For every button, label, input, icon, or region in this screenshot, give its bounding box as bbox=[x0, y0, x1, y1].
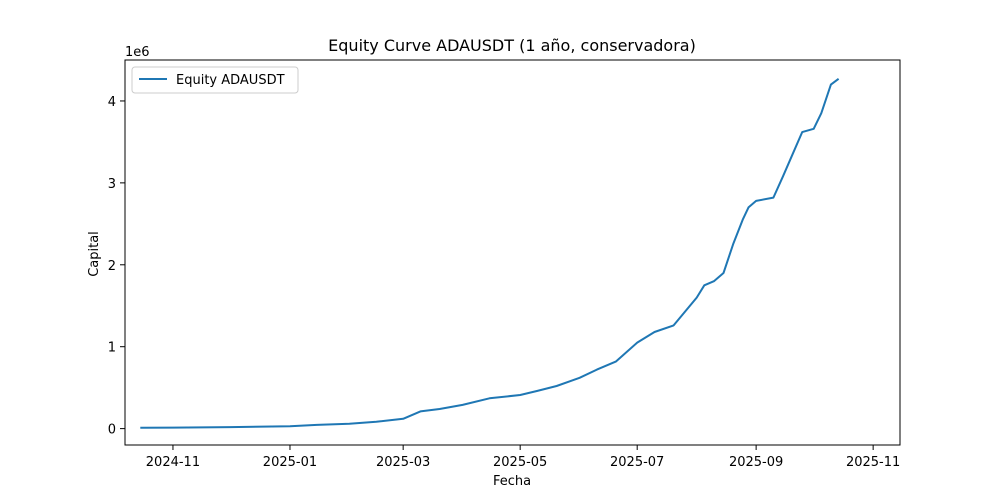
y-tick-label-1: 1 bbox=[108, 341, 116, 356]
x-tick-label-1: 2025-01 bbox=[263, 455, 317, 470]
x-tick-label-3: 2025-05 bbox=[493, 455, 547, 470]
y-tick-label-3: 3 bbox=[108, 177, 116, 192]
x-tick-label-6: 2025-11 bbox=[846, 455, 900, 470]
x-tick-label-2: 2025-03 bbox=[376, 455, 430, 470]
x-tick-label-0: 2024-11 bbox=[146, 455, 200, 470]
y-axis-label: Capital bbox=[87, 231, 102, 277]
legend-box bbox=[131, 66, 299, 94]
y-tick-label-4: 4 bbox=[108, 95, 116, 110]
series-layer bbox=[140, 78, 840, 429]
legend-entry: Equity ADAUSDT bbox=[176, 73, 285, 88]
series-line-0 bbox=[140, 78, 840, 429]
y-tick-label-0: 0 bbox=[108, 423, 116, 438]
chart-title: Equity Curve ADAUSDT (1 año, conservador… bbox=[328, 36, 696, 55]
plot-frame bbox=[124, 59, 901, 446]
y-offset-label: 1e6 bbox=[125, 45, 150, 60]
y-tick-label-2: 2 bbox=[108, 259, 116, 274]
legend: Equity ADAUSDT bbox=[131, 66, 299, 94]
x-tick-label-5: 2025-09 bbox=[729, 455, 783, 470]
x-tick-label-4: 2025-07 bbox=[610, 455, 664, 470]
y-tick-group: 0 1 2 3 4 bbox=[108, 95, 125, 438]
x-axis-label: Fecha bbox=[493, 474, 531, 489]
x-tick-group: 2024-11 2025-01 2025-03 2025-05 2025-07 2025-… bbox=[146, 445, 900, 470]
